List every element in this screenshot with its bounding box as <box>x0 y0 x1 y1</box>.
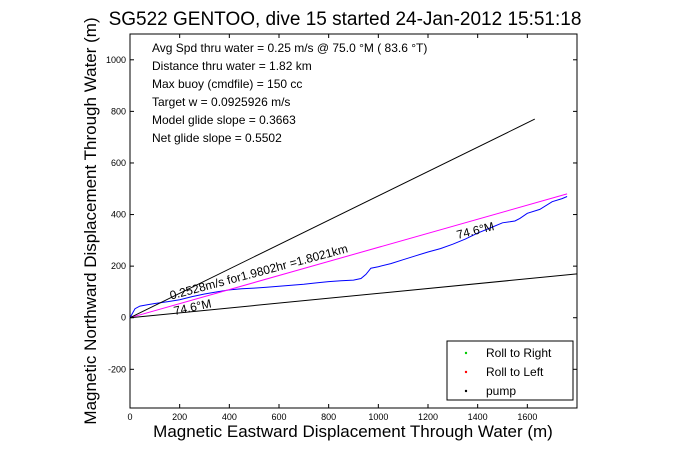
x-tick-label: 600 <box>271 412 286 422</box>
legend-marker <box>464 370 468 374</box>
x-tick-label: 200 <box>172 412 187 422</box>
x-tick-label: 1200 <box>418 412 438 422</box>
series-line-3 <box>129 273 578 319</box>
info-line: Max buoy (cmdfile) = 150 cc <box>152 77 302 91</box>
legend-label: pump <box>486 384 516 398</box>
info-line: Model glide slope = 0.3663 <box>152 113 296 127</box>
series-line-1 <box>129 193 568 319</box>
x-tick-label: 0 <box>127 412 132 422</box>
legend-label: Roll to Left <box>486 365 544 379</box>
chart-title: SG522 GENTOO, dive 15 started 24-Jan-201… <box>109 9 582 30</box>
info-line: Target w = 0.0925926 m/s <box>152 95 290 109</box>
x-axis-label: Magnetic Eastward Displacement Through W… <box>153 422 553 441</box>
legend-marker <box>464 389 468 393</box>
legend-marker <box>464 351 468 355</box>
x-tick-label: 1400 <box>468 412 488 422</box>
series-line-2 <box>129 118 536 319</box>
x-tick-label: 400 <box>222 412 237 422</box>
series-line-0 <box>129 196 568 318</box>
x-tick-label: 800 <box>321 412 336 422</box>
y-tick-label: 200 <box>111 261 126 271</box>
y-tick-label: 1000 <box>106 55 126 65</box>
legend-label: Roll to Right <box>486 346 552 360</box>
y-tick-label: 600 <box>111 158 126 168</box>
info-line: Distance thru water = 1.82 km <box>152 59 312 73</box>
info-layer: Avg Spd thru water = 0.25 m/s @ 75.0 °M … <box>152 41 427 145</box>
y-tick-label: 0 <box>121 313 126 323</box>
y-axis-label: Magnetic Northward Displacement Through … <box>81 17 100 424</box>
y-tick-label: -200 <box>108 364 126 374</box>
y-tick-label: 800 <box>111 106 126 116</box>
x-tick-label: 1000 <box>368 412 388 422</box>
y-tick-label: 400 <box>111 210 126 220</box>
x-tick-label: 1600 <box>517 412 537 422</box>
info-line: Avg Spd thru water = 0.25 m/s @ 75.0 °M … <box>152 41 427 55</box>
legend: Roll to Right Roll to Left pump <box>446 340 574 401</box>
series-layer <box>129 118 578 319</box>
info-line: Net glide slope = 0.5502 <box>152 131 282 145</box>
legend-box <box>446 340 574 401</box>
tick-layer: 0 200 400 600 800 1000 1200 1400 1600 -200 0 200 400… <box>106 34 577 422</box>
